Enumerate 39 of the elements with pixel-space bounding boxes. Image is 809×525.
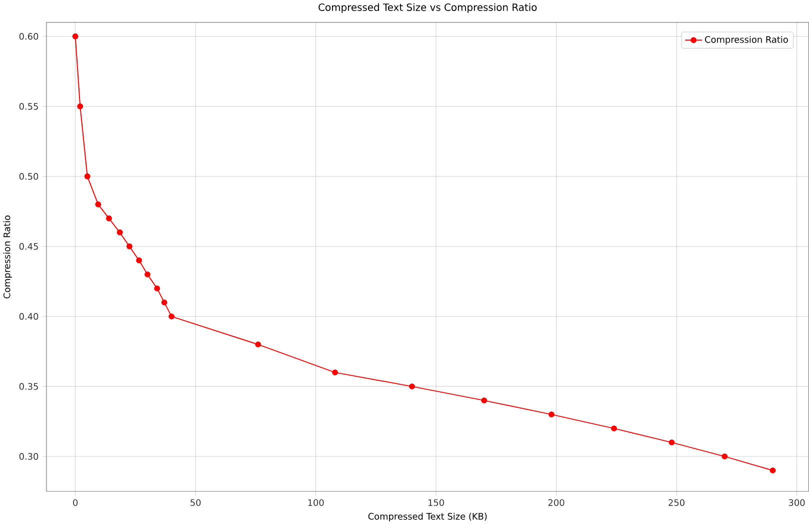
y-tick-label: 0.50 [19, 173, 38, 180]
x-tick-label: 200 [548, 499, 564, 506]
point [168, 314, 175, 320]
point [332, 370, 338, 376]
point [481, 398, 488, 404]
point [72, 34, 78, 40]
x-axis-title: Compressed Text Size (KB) [368, 512, 487, 522]
y-tick-label: 0.60 [19, 33, 38, 40]
x-tick-label: 150 [428, 499, 444, 506]
point [161, 300, 168, 306]
point [77, 104, 84, 110]
y-tick-label: 0.35 [19, 383, 38, 390]
x-tick-label: 300 [788, 499, 805, 506]
point [144, 272, 150, 278]
y-axis-title: Compression Ratio [3, 216, 12, 298]
point [668, 440, 675, 446]
point [255, 342, 262, 348]
point [611, 426, 617, 432]
point [154, 286, 160, 292]
point [84, 174, 90, 180]
x-tick-label: 0 [73, 499, 78, 506]
x-tick-label: 100 [308, 499, 324, 506]
point [106, 216, 112, 222]
y-tick-label: 0.40 [19, 313, 38, 320]
y-tick-label: 0.45 [19, 243, 38, 250]
x-tick-label: 50 [190, 499, 201, 506]
point [126, 244, 132, 250]
legend-label: Compression Ratio [705, 36, 788, 45]
point [95, 202, 102, 208]
point [722, 454, 728, 460]
point [409, 384, 415, 390]
y-tick-label: 0.30 [19, 453, 38, 460]
chart-title: Compressed Text Size vs Compression Ratio [318, 3, 537, 14]
point [116, 230, 123, 236]
point [770, 468, 776, 474]
y-tick-label: 0.55 [19, 103, 38, 110]
x-tick-label: 250 [668, 499, 684, 506]
point [548, 412, 554, 418]
point [136, 258, 142, 264]
